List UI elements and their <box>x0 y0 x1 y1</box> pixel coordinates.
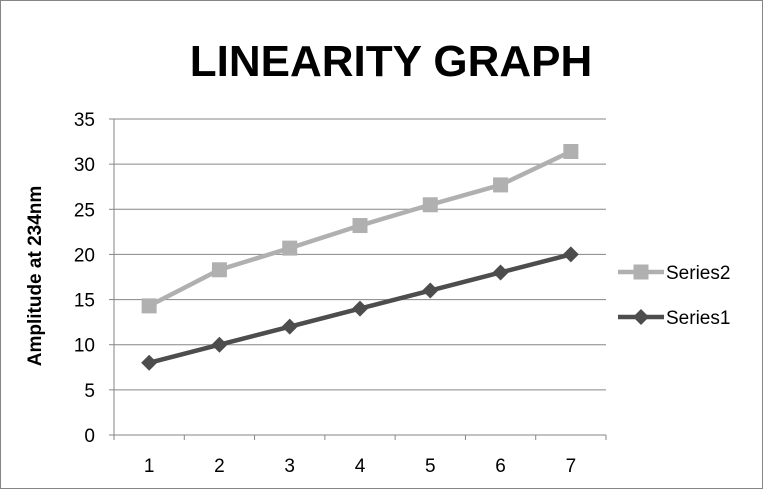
x-tick-label: 1 <box>144 456 155 477</box>
x-tick-label: 6 <box>495 456 506 477</box>
x-tick-label: 4 <box>355 456 366 477</box>
data-point <box>141 354 158 371</box>
legend-item: Series2 <box>618 263 730 284</box>
data-point <box>563 144 579 160</box>
data-point <box>422 282 439 299</box>
y-tick-label: 20 <box>74 245 95 266</box>
y-tick-label: 25 <box>74 200 95 221</box>
legend: Series2 Series1 <box>618 263 730 329</box>
x-tick-label: 5 <box>425 456 436 477</box>
data-point <box>352 218 368 234</box>
y-tick-label: 10 <box>74 336 95 357</box>
x-tick-label: 2 <box>214 456 225 477</box>
y-tick-label: 30 <box>74 155 95 176</box>
legend-label: Series2 <box>666 263 730 284</box>
data-point <box>562 246 579 263</box>
series-series1 <box>141 246 579 371</box>
y-tick-label: 0 <box>84 426 95 447</box>
data-point <box>141 298 157 314</box>
data-point <box>492 264 509 281</box>
data-point <box>352 300 368 317</box>
data-point <box>282 240 298 256</box>
series-lines <box>141 144 579 371</box>
legend-marker <box>633 309 649 325</box>
x-tick-labels: 1 2 3 4 5 6 7 <box>144 456 576 477</box>
series-series2 <box>141 144 579 314</box>
y-tick-labels: 0 5 10 15 20 25 30 35 <box>74 110 95 447</box>
chart-title: LINEARITY GRAPH <box>190 37 593 86</box>
data-point <box>281 318 298 335</box>
y-tick-label: 15 <box>74 291 95 312</box>
x-tick-label: 3 <box>284 456 295 477</box>
legend-label: Series1 <box>666 308 730 329</box>
data-point <box>422 197 438 213</box>
data-point <box>211 262 227 278</box>
y-tick-label: 5 <box>84 381 95 402</box>
data-point <box>211 336 228 353</box>
grid-lines <box>114 118 606 391</box>
y-tick-label: 35 <box>74 110 95 131</box>
data-point <box>493 177 509 193</box>
axes <box>109 118 607 440</box>
legend-item: Series1 <box>618 308 730 329</box>
y-axis-label: Amplitude at 234nm <box>25 186 46 367</box>
x-tick-label: 7 <box>566 456 577 477</box>
legend-marker <box>633 264 649 280</box>
